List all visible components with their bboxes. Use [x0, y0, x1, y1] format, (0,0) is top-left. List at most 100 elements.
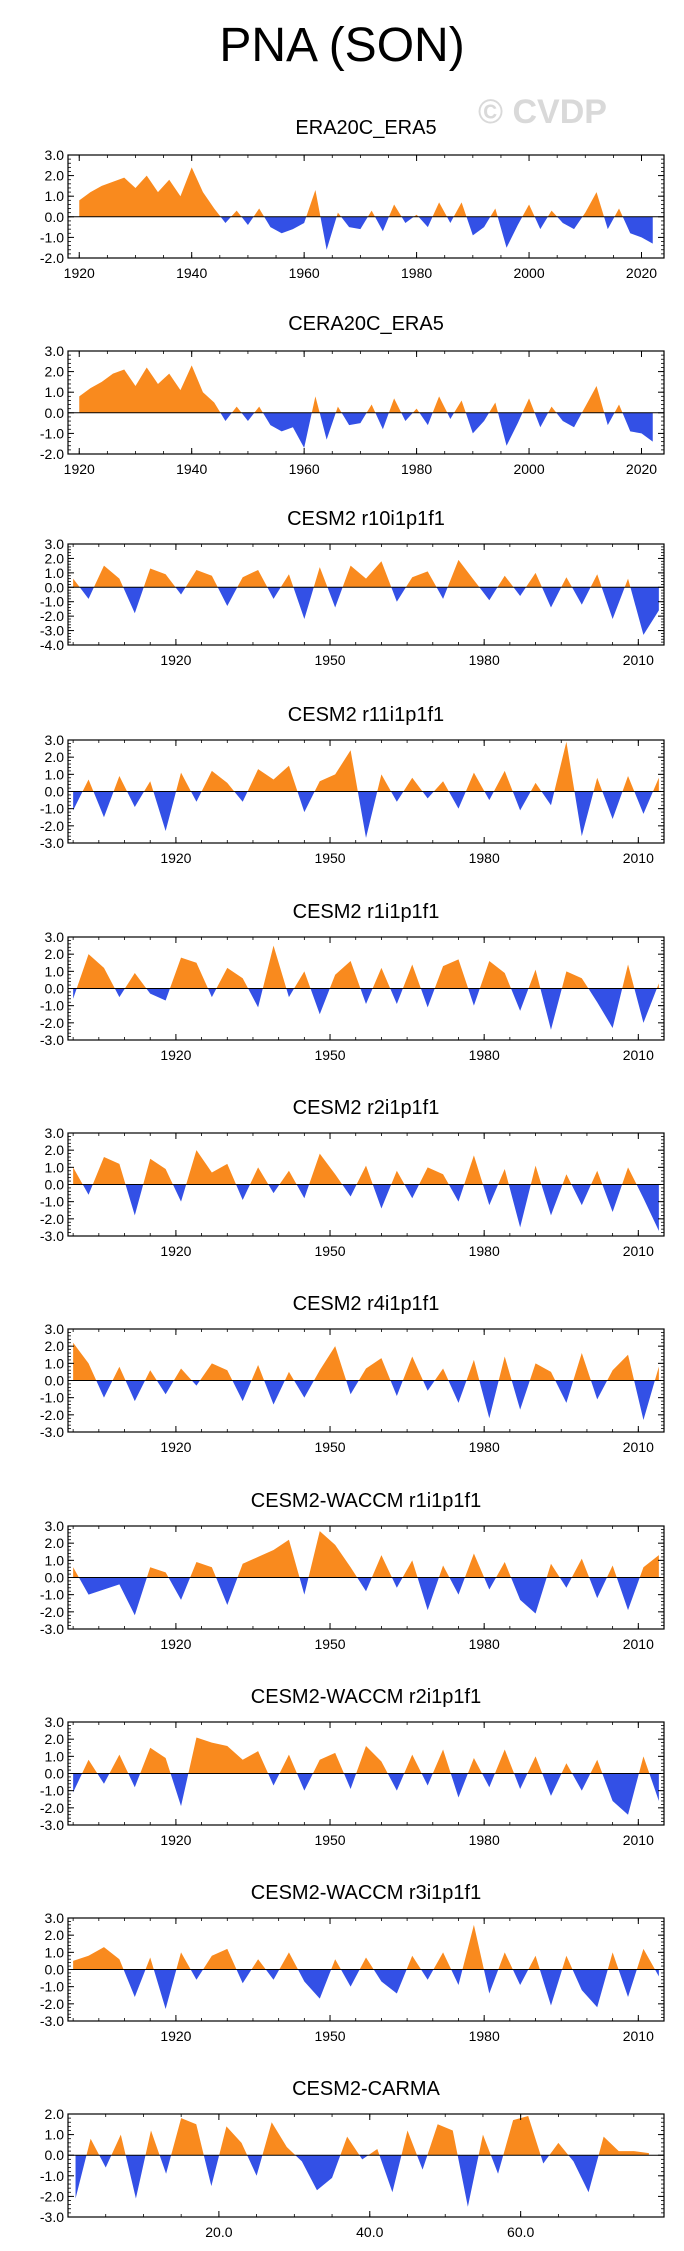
y-tick-label: 3.0	[45, 929, 65, 945]
panel-1: ERA20C_ERA5 -2.0 -1.0 0.0 1.0 2.0 3.0 1920 1940 1…	[40, 117, 665, 281]
positive-area	[79, 167, 623, 217]
panel-title: CESM2 r1i1p1f1	[293, 901, 440, 923]
negative-area	[96, 1380, 655, 1420]
panel-title: CESM2-WACCM r2i1p1f1	[251, 1686, 481, 1708]
y-tick-label: 1.0	[45, 188, 65, 204]
x-tick-label: 1980	[401, 461, 432, 477]
y-tick-label: 0.0	[45, 1570, 65, 1586]
panel-8: CESM2-WACCM r1i1p1f1 -3.0-2.0-1.00.0 1.02.…	[40, 1490, 665, 1652]
negative-area	[79, 587, 659, 635]
y-tick-label: 3.0	[45, 1714, 65, 1730]
negative-area	[220, 412, 653, 448]
panel-2: CERA20C_ERA5 -2.0 -1.0 0.0 1.0 2.0 3.0 1920 1940…	[40, 313, 665, 477]
x-tick-label: 40.0	[356, 2224, 383, 2240]
panel-title: CERA20C_ERA5	[288, 313, 444, 335]
y-tick-label: 0.0	[45, 2147, 65, 2163]
x-tick-label: 2010	[623, 1832, 654, 1848]
y-tick-label: -3.0	[40, 1424, 64, 1440]
negative-area	[123, 1969, 659, 2009]
x-tick-label: 2010	[623, 1439, 654, 1455]
y-tick-label: -3.0	[40, 1228, 64, 1244]
x-tick-label: 1940	[176, 265, 207, 281]
y-tick-label: 1.0	[45, 963, 65, 979]
panel-11: CESM2-CARMA -3.0 -2.0 -1.0 0.0 1.0 2.0 20.0 40.0…	[40, 2078, 665, 2240]
y-tick-label: -1.0	[40, 1194, 64, 1210]
x-tick-label: 1920	[160, 2028, 191, 2044]
positive-area	[73, 1342, 659, 1381]
y-tick-label: 3.0	[45, 147, 65, 163]
y-tick-label: -2.0	[40, 2188, 64, 2204]
y-tick-label: 1.0	[45, 1944, 65, 1960]
panel-title: CESM2 r11i1p1f1	[288, 704, 444, 726]
panel-4: CESM2 r11i1p1f1 -3.0-2.0-1.00.0 1.02.03.0 1…	[40, 704, 665, 866]
x-tick-label: 2020	[626, 265, 657, 281]
y-tick-label: 0.0	[45, 579, 65, 595]
y-tick-label: -2.0	[40, 250, 64, 266]
x-tick-label: 1980	[469, 1832, 500, 1848]
x-tick-label: 1980	[469, 2028, 500, 2044]
y-tick-label: -3.0	[40, 835, 64, 851]
y-tick-label: 0.0	[45, 1962, 65, 1978]
y-tick-label: 0.0	[45, 405, 65, 421]
y-tick-label: -3.0	[40, 2013, 64, 2029]
positive-area	[73, 1924, 656, 1970]
x-tick-label: 1950	[314, 1243, 345, 1259]
y-tick-label: -4.0	[40, 637, 64, 653]
x-tick-label: 1920	[160, 1636, 191, 1652]
positive-area	[82, 1737, 650, 1774]
y-tick-label: -1.0	[40, 801, 64, 817]
plot-frame	[67, 350, 665, 455]
y-tick-label: 3.0	[45, 343, 65, 359]
x-tick-label: 1920	[160, 1047, 191, 1063]
y-tick-label: 3.0	[45, 1910, 65, 1926]
y-tick-label: 0.0	[45, 1766, 65, 1782]
x-tick-label: 2010	[623, 1047, 654, 1063]
negative-area	[73, 988, 657, 1030]
y-tick-label: -2.0	[40, 1015, 64, 1031]
x-tick-label: 1920	[64, 461, 95, 477]
positive-area	[86, 2116, 649, 2156]
panel-title: CESM2-CARMA	[292, 2078, 440, 2100]
y-tick-label: 3.0	[45, 536, 65, 552]
x-tick-label: 1980	[469, 652, 500, 668]
y-tick-label: 1.0	[45, 1552, 65, 1568]
y-tick-label: 1.0	[45, 1159, 65, 1175]
plot-frame	[67, 543, 665, 646]
x-tick-label: 20.0	[205, 2224, 232, 2240]
y-tick-label: -1.0	[40, 1979, 64, 1995]
x-tick-label: 1950	[314, 652, 345, 668]
y-tick-label: -3.0	[40, 623, 64, 639]
x-tick-label: 1950	[314, 1636, 345, 1652]
positive-area	[73, 1150, 637, 1185]
negative-area	[73, 791, 653, 838]
x-tick-label: 1950	[314, 1832, 345, 1848]
x-tick-label: 1980	[469, 1243, 500, 1259]
y-tick-label: 2.0	[45, 1731, 65, 1747]
y-tick-label: 1.0	[45, 766, 65, 782]
y-tick-label: 0.0	[45, 784, 65, 800]
negative-area	[73, 1773, 659, 1815]
x-tick-label: 1920	[160, 1439, 191, 1455]
y-tick-label: -1.0	[40, 594, 64, 610]
panel-7: CESM2 r4i1p1f1 -3.0-2.0-1.00.0 1.02.03.0 19…	[40, 1293, 665, 1455]
y-tick-label: 1.0	[45, 1748, 65, 1764]
x-tick-label: 60.0	[507, 2224, 534, 2240]
negative-area	[78, 1577, 640, 1616]
y-tick-label: -1.0	[40, 998, 64, 1014]
x-tick-label: 1950	[314, 1439, 345, 1455]
y-tick-label: -3.0	[40, 1621, 64, 1637]
y-tick-label: 0.0	[45, 981, 65, 997]
y-tick-label: -2.0	[40, 1211, 64, 1227]
y-tick-label: -1.0	[40, 1783, 64, 1799]
x-tick-label: 1960	[289, 461, 320, 477]
y-tick-label: -2.0	[40, 1996, 64, 2012]
x-tick-label: 1920	[160, 1243, 191, 1259]
figure-title: PNA (SON)	[219, 19, 465, 72]
x-tick-label: 1980	[469, 1047, 500, 1063]
y-tick-label: -1.0	[40, 2168, 64, 2184]
y-tick-label: -1.0	[40, 229, 64, 245]
x-tick-label: 2010	[623, 850, 654, 866]
y-tick-label: 3.0	[45, 1321, 65, 1337]
panel-3: CESM2 r10i1p1f1 -4.0-3.0-2.0-1.00.01.02.0…	[40, 508, 665, 668]
panel-title: CESM2 r4i1p1f1	[293, 1293, 440, 1315]
